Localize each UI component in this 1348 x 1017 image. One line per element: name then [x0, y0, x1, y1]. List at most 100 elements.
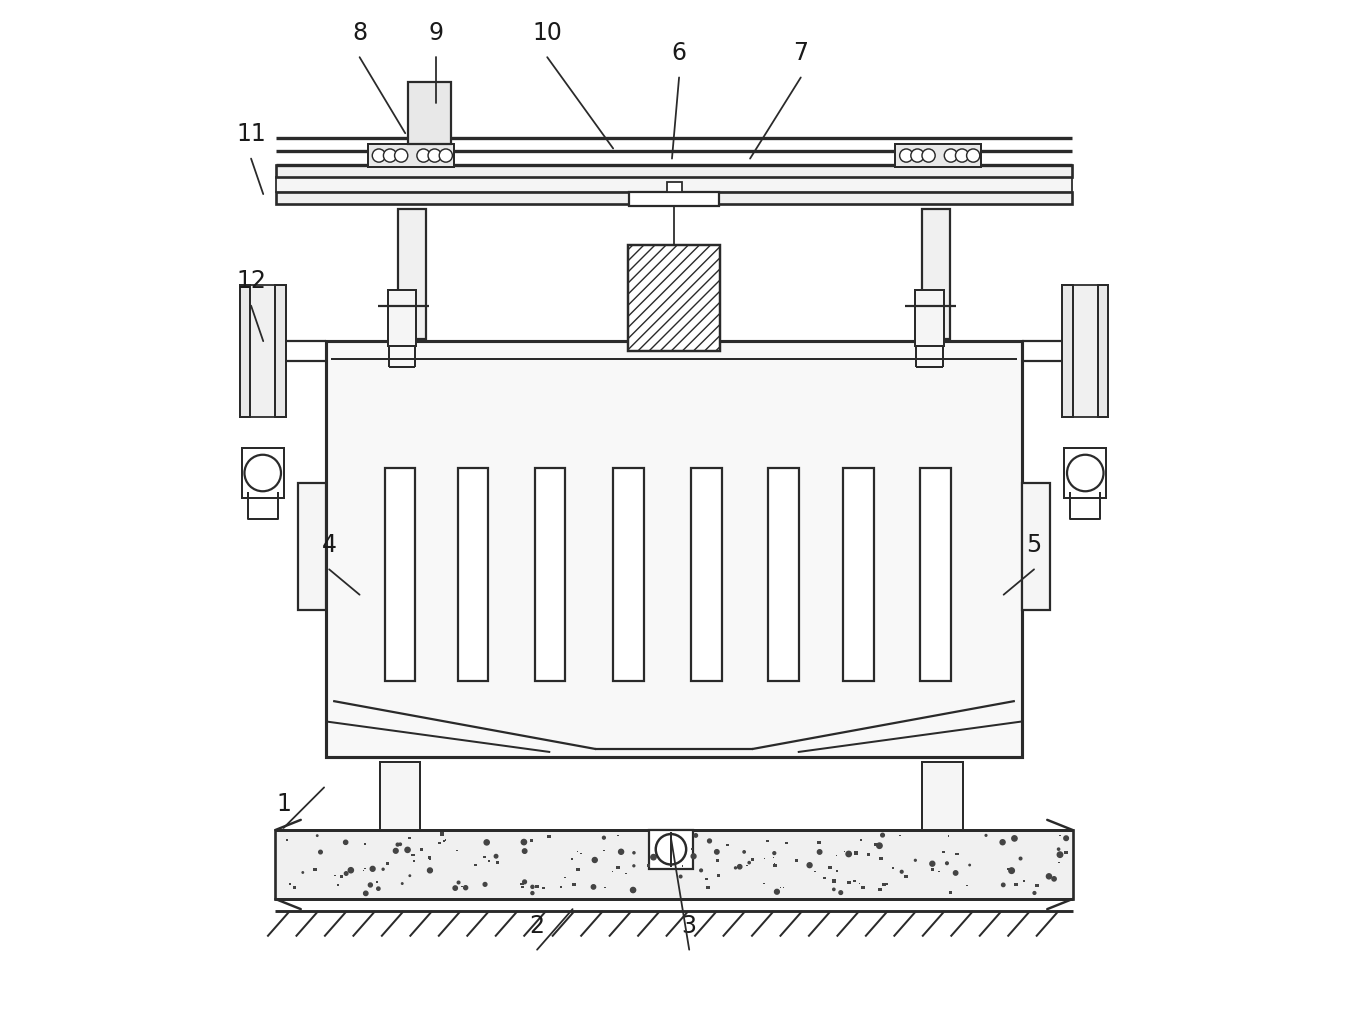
Circle shape: [1057, 852, 1062, 857]
Bar: [879, 856, 883, 859]
Text: 5: 5: [1026, 533, 1042, 557]
Bar: [474, 863, 477, 865]
Bar: [867, 853, 869, 855]
Circle shape: [302, 872, 303, 874]
Bar: [949, 891, 952, 894]
Bar: [878, 888, 882, 891]
Text: 11: 11: [236, 122, 266, 146]
Circle shape: [655, 834, 686, 864]
Bar: [915, 291, 944, 346]
Circle shape: [427, 868, 433, 873]
Circle shape: [383, 148, 396, 162]
Circle shape: [679, 876, 682, 878]
Circle shape: [394, 848, 398, 853]
Bar: [905, 876, 907, 878]
Bar: [340, 876, 344, 878]
Bar: [828, 866, 832, 869]
Bar: [326, 341, 1022, 757]
Bar: [241, 447, 283, 498]
Bar: [522, 886, 523, 888]
Bar: [847, 881, 851, 884]
Bar: [334, 875, 336, 877]
Circle shape: [1012, 836, 1018, 841]
Bar: [853, 880, 856, 883]
Bar: [363, 871, 364, 872]
Circle shape: [619, 849, 624, 854]
Bar: [388, 291, 417, 346]
Bar: [547, 835, 551, 838]
Bar: [727, 844, 729, 846]
Bar: [768, 468, 799, 681]
Bar: [832, 880, 836, 883]
Circle shape: [404, 847, 410, 852]
Bar: [922, 762, 962, 830]
Circle shape: [735, 866, 736, 869]
Circle shape: [417, 148, 430, 162]
Circle shape: [1064, 836, 1069, 840]
Bar: [386, 862, 390, 865]
Bar: [716, 859, 718, 861]
Bar: [458, 468, 488, 681]
Bar: [785, 842, 789, 844]
Bar: [861, 887, 864, 889]
Circle shape: [402, 883, 403, 885]
Text: 8: 8: [352, 21, 367, 45]
Bar: [895, 144, 981, 167]
Bar: [899, 835, 900, 836]
Bar: [530, 839, 534, 842]
Circle shape: [807, 862, 811, 868]
Bar: [874, 843, 878, 846]
Circle shape: [911, 148, 923, 162]
Bar: [1022, 483, 1050, 610]
Bar: [921, 468, 950, 681]
Bar: [572, 858, 573, 859]
Bar: [1023, 880, 1026, 882]
Bar: [1064, 851, 1068, 853]
Circle shape: [368, 883, 372, 887]
Circle shape: [847, 851, 852, 856]
Bar: [364, 843, 365, 845]
Circle shape: [772, 851, 775, 854]
Bar: [795, 859, 798, 861]
Circle shape: [969, 864, 971, 865]
Circle shape: [956, 148, 969, 162]
Bar: [1065, 447, 1107, 498]
Circle shape: [495, 854, 497, 858]
Bar: [276, 192, 1072, 204]
Bar: [692, 848, 693, 850]
Circle shape: [344, 840, 348, 844]
Circle shape: [399, 843, 402, 845]
Circle shape: [364, 891, 368, 896]
Bar: [484, 855, 485, 857]
Circle shape: [930, 861, 934, 866]
Bar: [275, 286, 286, 417]
Bar: [751, 858, 755, 861]
Circle shape: [748, 861, 751, 863]
Circle shape: [318, 850, 322, 854]
Bar: [461, 886, 462, 888]
Bar: [520, 883, 524, 886]
Bar: [717, 874, 720, 877]
Circle shape: [372, 148, 386, 162]
Circle shape: [880, 833, 884, 837]
Bar: [628, 245, 720, 351]
Circle shape: [737, 864, 741, 869]
Bar: [772, 856, 775, 857]
Circle shape: [1019, 857, 1022, 859]
Text: 3: 3: [682, 913, 697, 938]
Bar: [655, 849, 658, 852]
Bar: [1097, 286, 1108, 417]
Circle shape: [603, 836, 605, 839]
Bar: [630, 192, 718, 206]
Circle shape: [700, 870, 702, 872]
Bar: [817, 841, 821, 844]
Circle shape: [464, 886, 468, 890]
Circle shape: [838, 891, 842, 894]
Circle shape: [682, 846, 685, 849]
Bar: [774, 864, 778, 866]
Circle shape: [376, 887, 380, 890]
Bar: [604, 887, 607, 888]
Bar: [616, 835, 619, 837]
Circle shape: [531, 886, 534, 889]
Bar: [844, 468, 874, 681]
